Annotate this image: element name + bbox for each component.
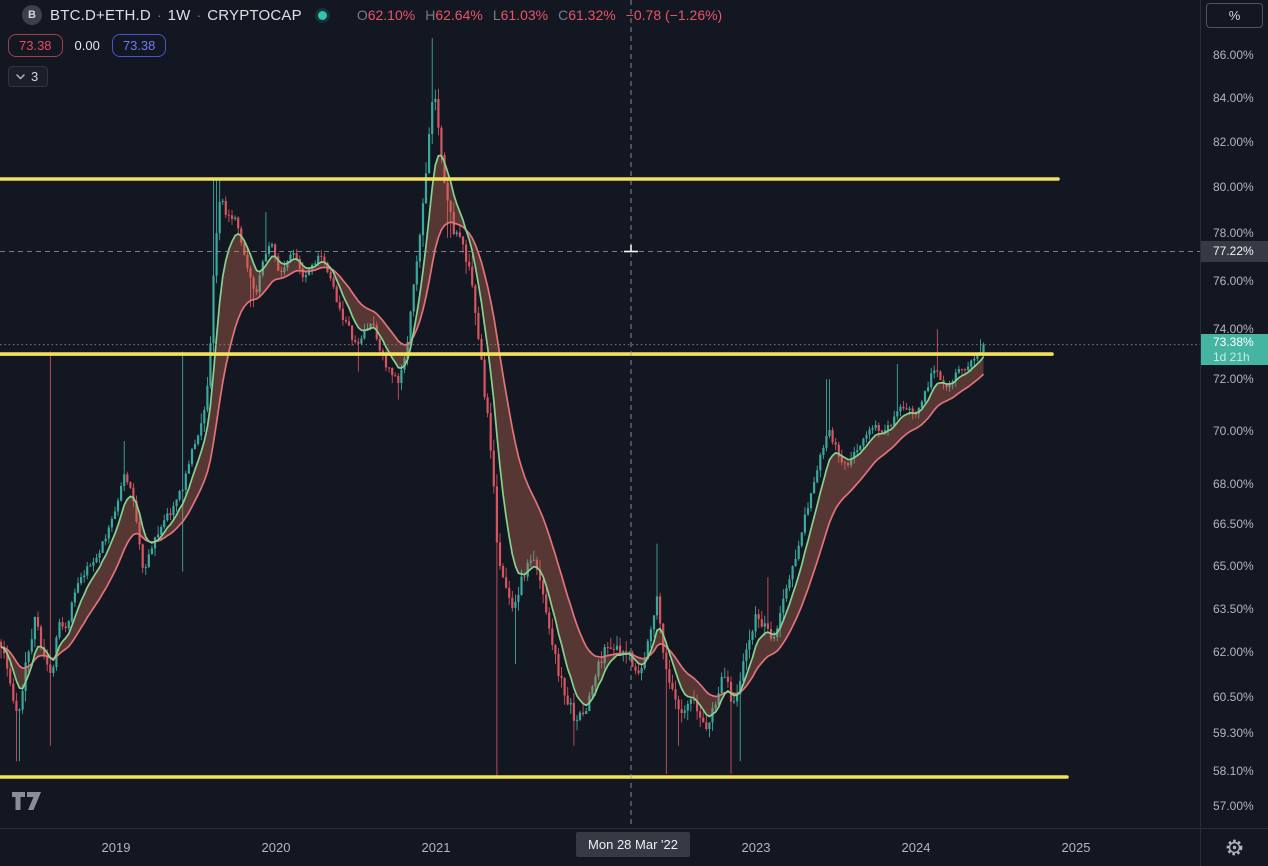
crosshair-date-label: Mon 28 Mar '22: [576, 832, 690, 857]
object-tree-toggle[interactable]: 3: [8, 66, 49, 87]
interval-label[interactable]: 1W: [167, 6, 191, 24]
bar-countdown: 1d 21h: [1213, 349, 1250, 364]
time-axis-year-label: 2024: [901, 840, 931, 855]
ohlc-readout: O 62.10% H 62.64% L 61.03% C 61.32% −0.78 (−…: [347, 7, 722, 23]
price-level-spread: 0.00: [74, 38, 100, 53]
open-label: O: [356, 7, 368, 23]
symbol-title[interactable]: BTC.D+ETH.D: [50, 6, 151, 24]
title-separator: ·: [196, 7, 202, 23]
change-value: −0.78 (−1.26%): [625, 7, 723, 23]
object-tree-row: 3: [8, 66, 722, 87]
crosshair-cursor-icon: [623, 243, 639, 254]
price-axis-tick-label: 80.00%: [1213, 179, 1254, 194]
price-axis-tick-label: 68.00%: [1213, 476, 1254, 491]
price-axis-tick-label: 57.00%: [1213, 798, 1254, 813]
symbol-logo-badge: B: [22, 5, 42, 25]
axis-corner-cell: [1200, 828, 1268, 866]
time-axis-year-label: 2021: [421, 840, 451, 855]
low-label: L: [492, 7, 501, 23]
high-value: 62.64%: [435, 7, 483, 23]
price-chart-svg: [0, 0, 1200, 828]
time-axis-year-label: 2019: [101, 840, 131, 855]
price-axis[interactable]: % 86.00% 84.00% 82.00% 80.00% 78.00% 76.00% 74…: [1200, 0, 1268, 828]
legend-title-row: B BTC.D+ETH.D · 1W · CRYPTOCAP O 62.10% H…: [8, 4, 722, 26]
price-level-box-red[interactable]: 73.38: [8, 34, 63, 57]
last-price-label: 73.38% 1d 21h: [1201, 333, 1268, 365]
time-axis[interactable]: 2019 2020 2021 2023 2024 2025 Mon 28 Mar '22: [0, 828, 1200, 866]
price-axis-tick-label: 84.00%: [1213, 90, 1254, 105]
candles-layer: [0, 38, 985, 777]
drawing-lines-layer: [0, 177, 1069, 779]
axis-settings-gear-icon[interactable]: [1225, 838, 1244, 857]
price-axis-tick-label: 59.30%: [1213, 726, 1254, 741]
last-price-value: 73.38%: [1213, 334, 1254, 349]
time-axis-year-label: 2020: [261, 840, 291, 855]
crosshair-price-label: 77.22%: [1201, 241, 1268, 263]
percent-unit-button[interactable]: %: [1206, 3, 1263, 28]
close-label: C: [558, 7, 569, 23]
market-status-dot-icon[interactable]: [317, 10, 327, 20]
symbol-legend: B BTC.D+ETH.D · 1W · CRYPTOCAP O 62.10% H…: [8, 4, 722, 87]
price-axis-tick-label: 70.00%: [1213, 423, 1254, 438]
time-axis-year-label: 2023: [741, 840, 771, 855]
title-separator: ·: [156, 7, 162, 23]
time-axis-year-label: 2025: [1061, 840, 1091, 855]
low-value: 61.03%: [500, 7, 549, 23]
object-count: 3: [31, 69, 39, 84]
price-axis-tick-label: 74.00%: [1213, 322, 1254, 337]
price-axis-tick-label: 63.50%: [1213, 601, 1254, 616]
tradingview-logo-icon[interactable]: [12, 791, 42, 817]
price-axis-tick-label: 66.50%: [1213, 517, 1254, 532]
price-axis-tick-label: 78.00%: [1213, 226, 1254, 241]
price-axis-tick-label: 60.50%: [1213, 689, 1254, 704]
ema-ribbon-layer: [0, 154, 985, 718]
price-axis-tick-label: 82.00%: [1213, 134, 1254, 149]
crosshair: [0, 0, 1200, 828]
price-level-box-blue[interactable]: 73.38: [111, 34, 167, 57]
exchange-label[interactable]: CRYPTOCAP: [207, 6, 302, 24]
price-axis-tick-label: 62.00%: [1213, 645, 1254, 660]
chart-pane[interactable]: B BTC.D+ETH.D · 1W · CRYPTOCAP O 62.10% H…: [0, 0, 1200, 828]
price-axis-tick-label: 65.00%: [1213, 558, 1254, 573]
price-axis-tick-label: 72.00%: [1213, 372, 1254, 387]
open-value: 62.10%: [367, 7, 416, 23]
price-level-boxes-row: 73.38 0.00 73.38: [8, 34, 722, 57]
price-axis-tick-label: 58.10%: [1213, 763, 1254, 778]
chevron-down-icon: [16, 73, 25, 80]
high-label: H: [425, 7, 436, 23]
close-value: 61.32%: [568, 7, 616, 23]
price-axis-tick-label: 76.00%: [1213, 273, 1254, 288]
price-axis-tick-label: 86.00%: [1213, 48, 1254, 62]
